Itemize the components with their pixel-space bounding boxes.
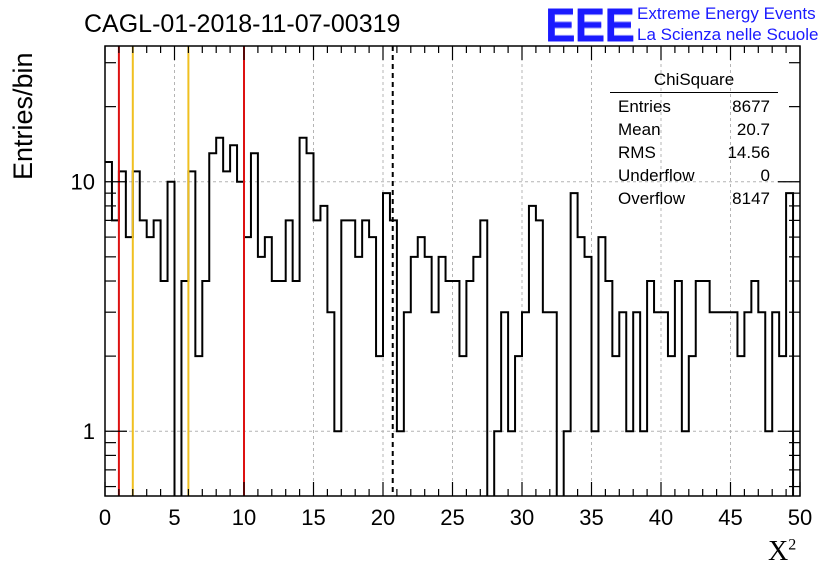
y-tick-label: 1: [83, 419, 95, 444]
stats-box: ChiSquare Entries 8677 Mean 20.7 RMS 14.56 …: [610, 70, 778, 210]
x-tick-label: 15: [301, 505, 325, 530]
stats-label: Mean: [618, 120, 661, 139]
stats-row-underflow: Underflow 0: [610, 164, 778, 187]
stats-label: RMS: [618, 143, 656, 162]
x-tick-label: 50: [788, 505, 812, 530]
stats-value: 14.56: [727, 143, 770, 162]
x-tick-label: 25: [440, 505, 464, 530]
x-axis-label-base: X: [768, 536, 789, 567]
x-tick-label: 35: [579, 505, 603, 530]
chart-title: CAGL-01-2018-11-07-00319: [84, 10, 401, 38]
stats-title: ChiSquare: [610, 70, 778, 93]
y-axis-label: Entries/bin: [8, 52, 38, 180]
x-tick-label: 20: [371, 505, 395, 530]
x-tick-label: 0: [99, 505, 111, 530]
logo-line-2: La Scienza nelle Scuole: [637, 25, 819, 44]
x-tick-label: 30: [510, 505, 534, 530]
stats-row-overflow: Overflow 8147: [610, 187, 778, 210]
x-axis-label-superscript: 2: [788, 536, 797, 554]
stats-label: Underflow: [618, 166, 695, 185]
x-tick-label: 5: [168, 505, 180, 530]
stats-label: Overflow: [618, 189, 686, 208]
x-tick-label: 10: [232, 505, 256, 530]
logo-caption: Extreme Energy Events La Scienza nelle S…: [637, 3, 818, 45]
x-axis-label: X2: [768, 536, 796, 568]
stats-row-mean: Mean 20.7: [610, 118, 778, 141]
x-tick-label: 45: [718, 505, 742, 530]
stats-value: 0: [760, 166, 770, 185]
y-tick-label: 10: [71, 170, 95, 195]
stats-row-entries: Entries 8677: [610, 95, 778, 118]
histogram-outline: [105, 136, 795, 496]
x-tick-label: 40: [649, 505, 673, 530]
eee-logo: EEE: [545, 0, 635, 51]
stats-value: 8677: [732, 97, 770, 116]
stats-value: 8147: [732, 189, 770, 208]
stats-row-rms: RMS 14.56: [610, 141, 778, 164]
logo-line-1: Extreme Energy Events: [637, 4, 816, 23]
stats-value: 20.7: [736, 120, 770, 139]
stats-label: Entries: [618, 97, 671, 116]
